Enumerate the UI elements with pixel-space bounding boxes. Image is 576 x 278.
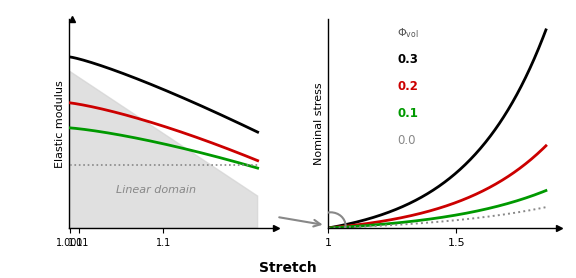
Y-axis label: Elastic modulus: Elastic modulus xyxy=(55,80,65,168)
Polygon shape xyxy=(70,72,257,228)
Text: 0.2: 0.2 xyxy=(397,80,418,93)
Text: 0.1: 0.1 xyxy=(397,107,418,120)
Text: Stretch: Stretch xyxy=(259,261,317,275)
Y-axis label: Nominal stress: Nominal stress xyxy=(314,82,324,165)
Text: 0.3: 0.3 xyxy=(397,53,418,66)
Text: $\Phi_{\rm vol}$: $\Phi_{\rm vol}$ xyxy=(397,26,419,39)
Text: Linear domain: Linear domain xyxy=(116,185,196,195)
Text: 0.0: 0.0 xyxy=(397,134,416,147)
